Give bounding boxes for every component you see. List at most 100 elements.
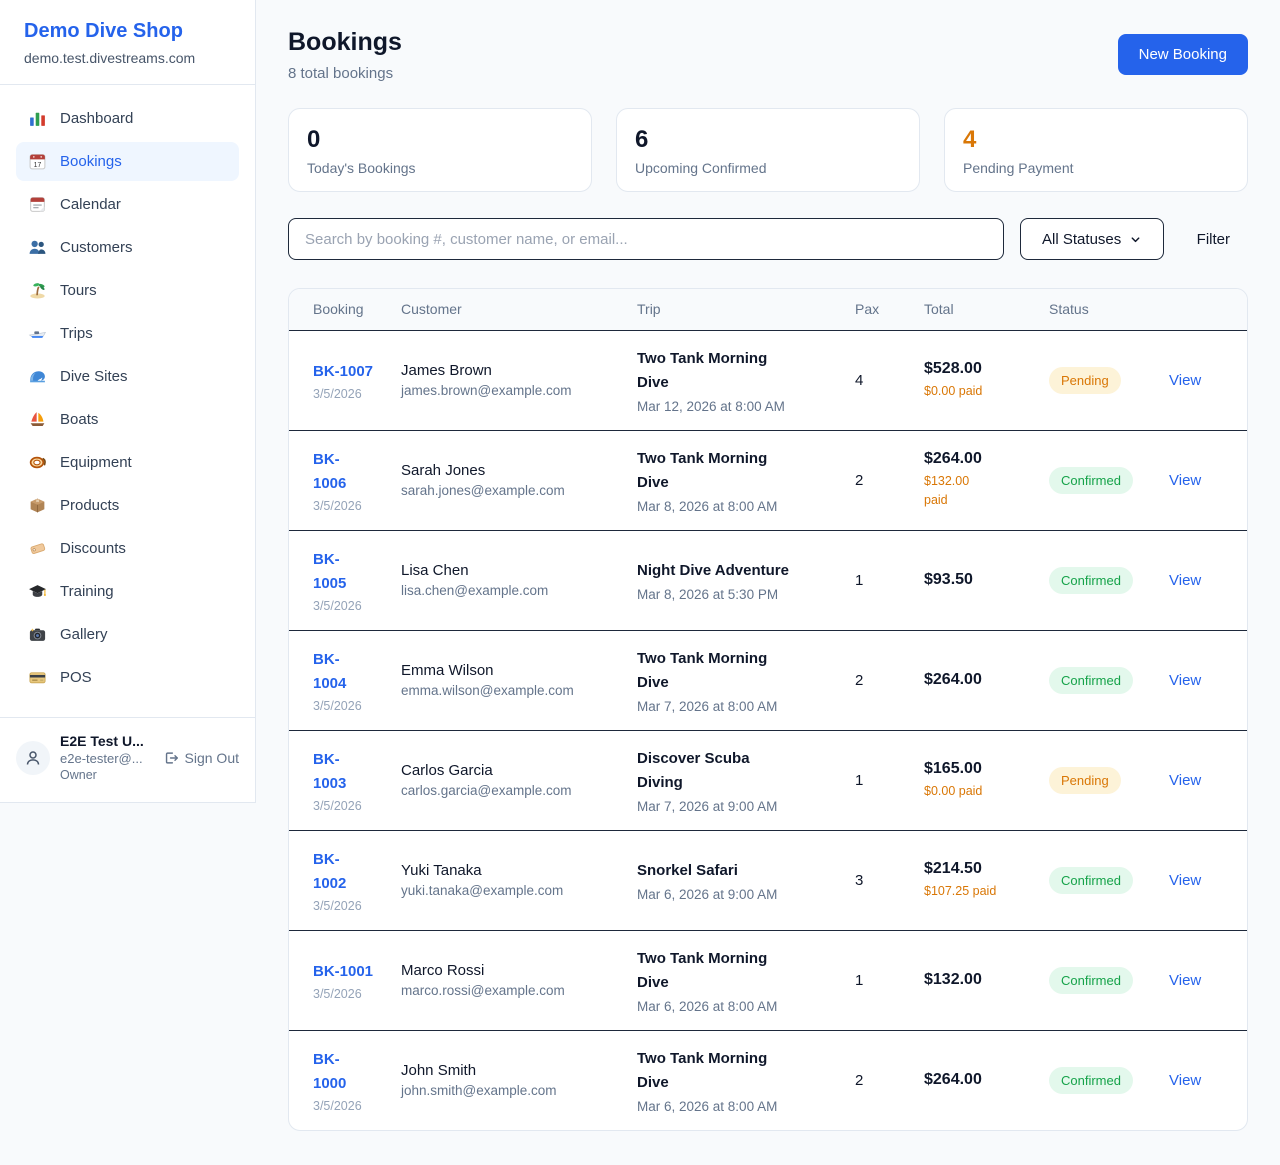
filter-button[interactable]: Filter (1196, 230, 1230, 248)
pax-count: 4 (855, 371, 864, 389)
booking-id-link[interactable]: BK- 1004 (313, 650, 347, 692)
trip-datetime: Mar 7, 2026 at 9:00 AM (637, 798, 778, 814)
sidebar-item-discounts[interactable]: Discounts (16, 529, 239, 568)
sidebar-item-pos[interactable]: POS (16, 658, 239, 697)
table-row: BK-1007 3/5/2026 James Brown james.brown… (289, 330, 1247, 430)
paid-amount: $0.00 paid (924, 383, 983, 398)
wave-icon (28, 367, 47, 386)
sidebar-item-trips[interactable]: Trips (16, 314, 239, 353)
total-amount: $132.00 (924, 971, 982, 988)
view-link[interactable]: View (1169, 1071, 1202, 1089)
view-link[interactable]: View (1169, 571, 1202, 589)
table-header-row: Booking Customer Trip Pax Total Status (289, 289, 1247, 330)
sailboat-icon (28, 410, 47, 429)
sidebar-item-label: Boats (60, 411, 99, 428)
svg-text:17: 17 (34, 162, 42, 169)
paid-amount: $107.25 paid (924, 883, 997, 898)
camera-icon (28, 625, 47, 644)
page-title-block: Bookings 8 total bookings (288, 28, 402, 82)
view-link[interactable]: View (1169, 971, 1202, 989)
trip-name: Two Tank Morning Dive (637, 649, 768, 691)
view-link[interactable]: View (1169, 871, 1202, 889)
logout-icon (165, 751, 178, 764)
total-amount: $93.50 (924, 571, 973, 588)
sidebar-item-customers[interactable]: Customers (16, 228, 239, 267)
total-amount: $264.00 (924, 1071, 982, 1089)
stat-value: 6 (635, 126, 649, 153)
trip-datetime: Mar 6, 2026 at 8:00 AM (637, 998, 778, 1014)
table-row: BK- 1003 3/5/2026 Carlos Garcia carlos.g… (289, 730, 1247, 830)
stat-card: 4 Pending Payment (944, 108, 1248, 192)
table-body: BK-1007 3/5/2026 James Brown james.brown… (289, 330, 1247, 1130)
sidebar-item-label: Customers (60, 239, 133, 256)
sidebar-item-bookings[interactable]: 17 Bookings (16, 142, 239, 181)
booking-date: 3/5/2026 (313, 1098, 362, 1113)
view-link[interactable]: View (1169, 671, 1202, 689)
trip-datetime: Mar 6, 2026 at 8:00 AM (637, 1098, 778, 1114)
column-header-trip: Trip (637, 301, 661, 318)
status-badge: Confirmed (1049, 666, 1133, 694)
customer-name: Yuki Tanaka (401, 862, 482, 879)
booking-id-link[interactable]: BK- 1000 (313, 1050, 347, 1092)
booking-date: 3/5/2026 (313, 798, 362, 813)
user-name: E2E Test U... (60, 733, 144, 749)
trip-name: Two Tank Morning Dive (637, 349, 768, 391)
search-input[interactable] (288, 218, 1004, 260)
booking-id-link[interactable]: BK-1007 (313, 362, 374, 380)
sidebar-item-dive-sites[interactable]: Dive Sites (16, 357, 239, 396)
status-badge: Confirmed (1049, 966, 1133, 994)
trip-name: Snorkel Safari (637, 861, 738, 879)
stat-value: 0 (307, 126, 321, 153)
sign-out-button[interactable]: Sign Out (163, 750, 239, 766)
page-header: Bookings 8 total bookings New Booking (288, 28, 1248, 82)
table-row: BK- 1000 3/5/2026 John Smith john.smith@… (289, 1030, 1247, 1130)
avatar (16, 740, 50, 775)
customer-name: John Smith (401, 1062, 477, 1080)
total-amount: $165.00 (924, 759, 982, 777)
trip-datetime: Mar 8, 2026 at 5:30 PM (637, 586, 779, 602)
view-link[interactable]: View (1169, 471, 1202, 489)
stat-label: Today's Bookings (307, 160, 416, 176)
sidebar-item-label: Discounts (60, 540, 126, 557)
pax-count: 3 (855, 871, 864, 889)
sidebar-item-boats[interactable]: Boats (16, 400, 239, 439)
speedboat-icon (28, 324, 47, 343)
booking-date: 3/5/2026 (313, 986, 362, 1001)
booking-id-link[interactable]: BK- 1006 (313, 450, 347, 492)
customer-name: Sarah Jones (401, 462, 486, 479)
stat-card: 0 Today's Bookings (288, 108, 592, 192)
booking-id-link[interactable]: BK- 1002 (313, 850, 347, 892)
sidebar-item-training[interactable]: Training (16, 572, 239, 611)
sidebar-item-label: Gallery (60, 626, 108, 643)
sidebar-item-dashboard[interactable]: Dashboard (16, 99, 239, 138)
trip-datetime: Mar 8, 2026 at 8:00 AM (637, 498, 778, 514)
total-bookings-subtitle: 8 total bookings (288, 65, 394, 82)
view-link[interactable]: View (1169, 771, 1202, 789)
total-amount: $264.00 (924, 671, 982, 688)
sidebar-item-label: Dashboard (60, 110, 134, 127)
sidebar-item-products[interactable]: Products (16, 486, 239, 525)
people-icon (28, 238, 47, 257)
sidebar-item-tours[interactable]: Tours (16, 271, 239, 310)
sidebar-item-label: Training (60, 583, 114, 600)
sidebar-item-calendar[interactable]: Calendar (16, 185, 239, 224)
new-booking-button[interactable]: New Booking (1117, 34, 1248, 75)
status-badge: Confirmed (1049, 566, 1133, 594)
customer-name: Emma Wilson (401, 662, 494, 679)
sidebar-item-label: Dive Sites (60, 368, 128, 385)
pax-count: 2 (855, 1071, 864, 1089)
sidebar-item-gallery[interactable]: Gallery (16, 615, 239, 654)
view-link[interactable]: View (1169, 371, 1202, 389)
status-filter-select[interactable]: All Statuses (1019, 218, 1164, 260)
status-badge: Confirmed (1049, 466, 1133, 494)
tear-calendar-icon (28, 195, 47, 214)
booking-id-link[interactable]: BK- 1005 (313, 550, 347, 592)
booking-id-link[interactable]: BK-1001 (313, 962, 374, 980)
tag-icon (28, 539, 47, 558)
booking-id-link[interactable]: BK- 1003 (313, 750, 347, 792)
customer-name: James Brown (401, 362, 492, 379)
sidebar-item-equipment[interactable]: Equipment (16, 443, 239, 482)
sidebar: Demo Dive Shop demo.test.divestreams.com… (0, 0, 256, 803)
customer-email: sarah.jones@example.com (401, 483, 565, 498)
sidebar-item-label: Calendar (60, 196, 121, 213)
